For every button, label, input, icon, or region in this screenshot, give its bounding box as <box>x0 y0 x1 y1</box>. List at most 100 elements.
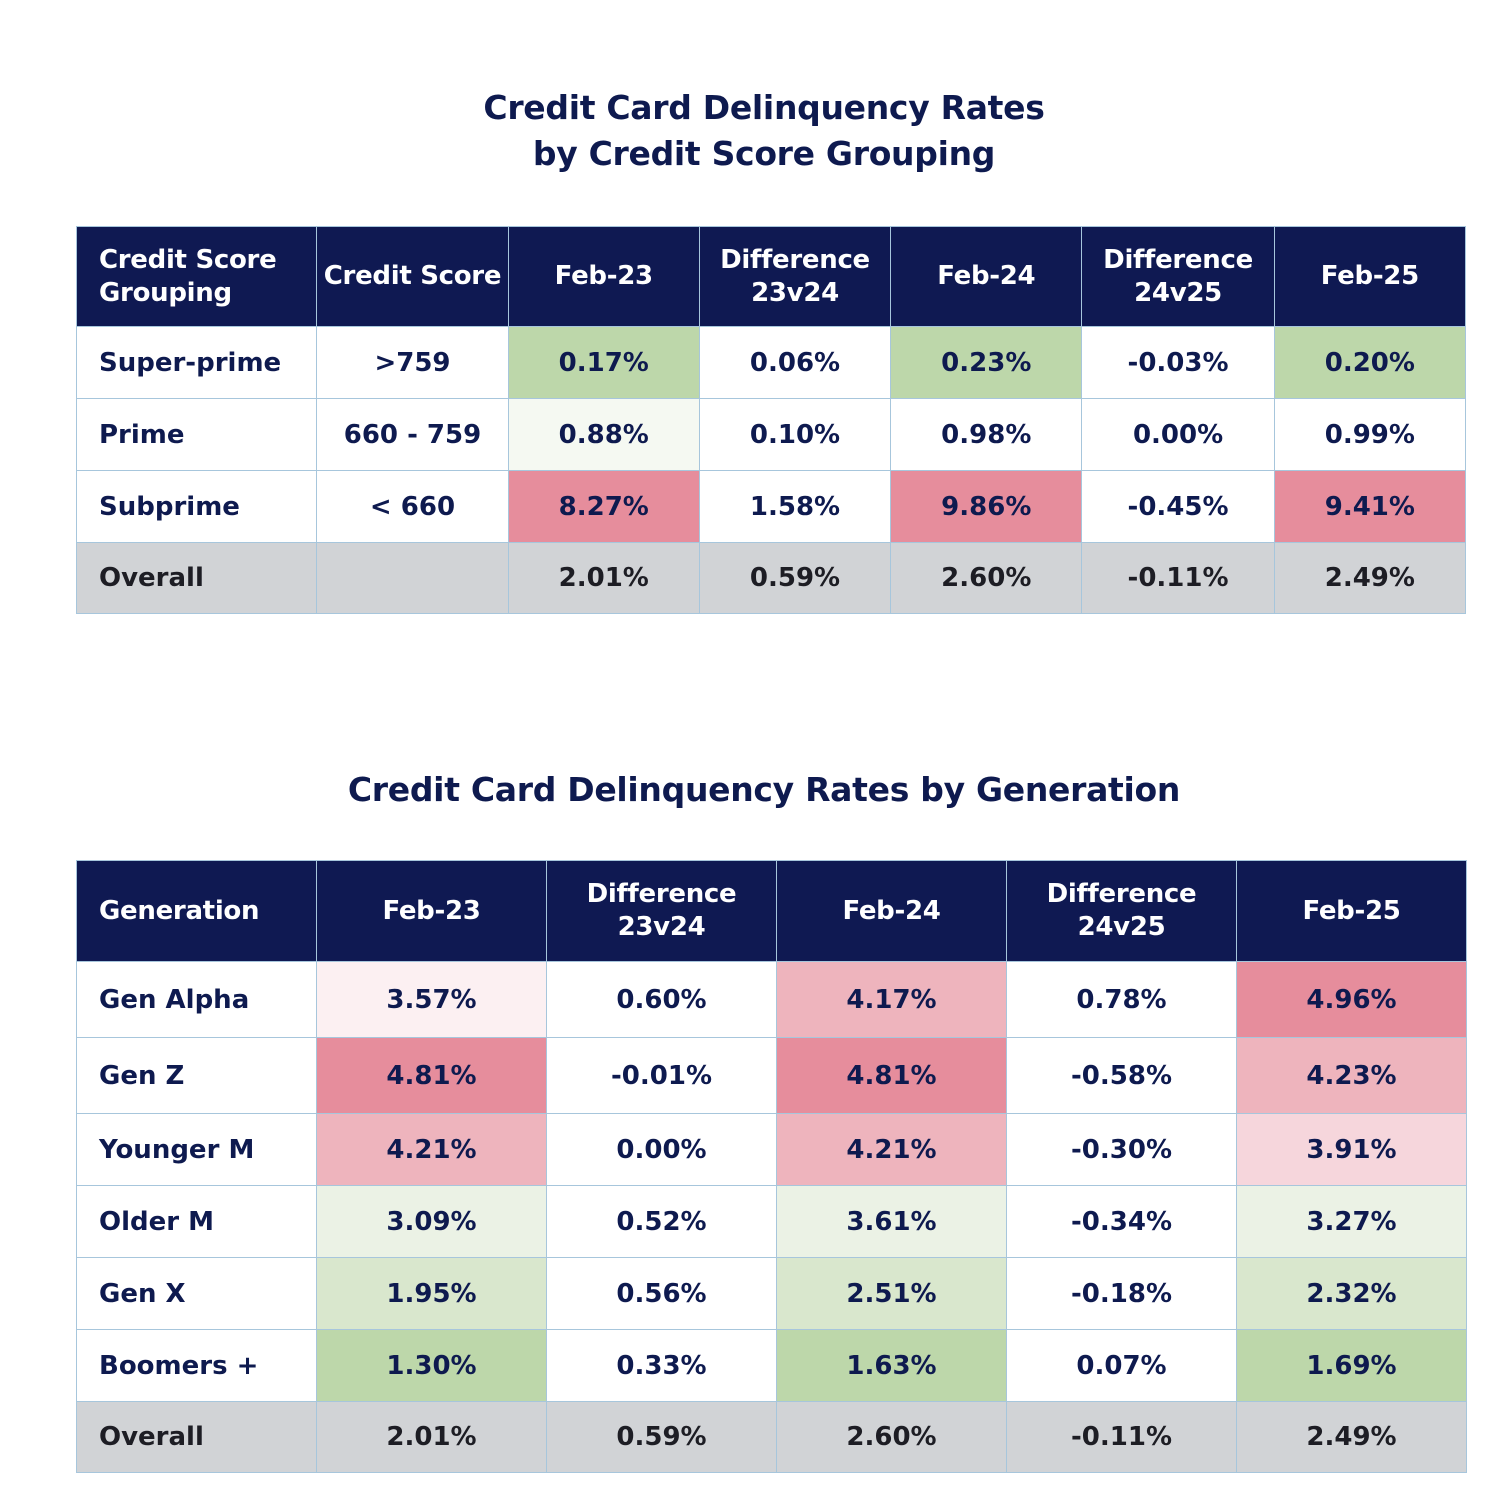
cell-prime-feb-24: 0.98% <box>890 398 1083 471</box>
cell-older-m-feb-25: 3.27% <box>1236 1185 1467 1258</box>
cell-subprime-difference-24v25: -0.45% <box>1081 470 1275 543</box>
row-label-subprime: Subprime <box>75 470 318 543</box>
cell-younger-m-difference-23v24: 0.00% <box>546 1113 777 1186</box>
column-header-feb-25: Feb-25 <box>1273 226 1467 327</box>
column-header-line: 24v25 <box>1134 277 1222 308</box>
cell-super-prime-credit-score: >759 <box>316 326 509 399</box>
cell-gen-alpha-feb-24: 4.17% <box>776 961 1007 1038</box>
column-header-line: Feb-23 <box>382 895 481 926</box>
row-label-overall: Overall <box>76 1401 317 1473</box>
column-header-line: Difference <box>720 244 870 275</box>
table-row: Prime 660 - 759 0.88% 0.10% 0.98% 0.00% 0.99% <box>75 398 1467 471</box>
cell-gen-alpha-difference-24v25: 0.78% <box>1006 961 1237 1038</box>
table-row: Gen X 1.95% 0.56% 2.51% -0.18% 2.32% <box>76 1257 1467 1330</box>
column-header-credit-score-grouping: Credit Score Grouping <box>75 226 318 327</box>
cell-overall-difference-23v24: 0.59% <box>698 542 892 614</box>
cell-prime-credit-score: 660 - 759 <box>316 398 509 471</box>
cell-older-m-feb-24: 3.61% <box>776 1185 1007 1258</box>
table-row: Younger M 4.21% 0.00% 4.21% -0.30% 3.91% <box>76 1113 1467 1186</box>
overall-row: Overall 2.01% 0.59% 2.60% -0.11% 2.49% <box>75 542 1467 614</box>
cell-overall-feb-25: 2.49% <box>1273 542 1467 614</box>
column-header-difference-23v24: Difference 23v24 <box>546 860 777 962</box>
row-label-overall: Overall <box>75 542 318 614</box>
cell-gen-alpha-feb-23: 3.57% <box>316 961 547 1038</box>
row-label-prime: Prime <box>75 398 318 471</box>
credit-score-title-line1: Credit Card Delinquency Rates <box>483 88 1045 127</box>
row-label-gen-z: Gen Z <box>76 1037 317 1114</box>
column-header-line: Grouping <box>99 277 232 308</box>
column-header-feb-23: Feb-23 <box>316 860 547 962</box>
column-header-credit-score: Credit Score <box>316 226 509 327</box>
cell-super-prime-feb-24: 0.23% <box>890 326 1083 399</box>
credit-score-delinquency-table: Credit Score Grouping Credit Score Feb-23 Di… <box>75 226 1467 614</box>
table-row: Boomers +1.30% 0.33% 1.63% 0.07% 1.69% <box>76 1329 1467 1402</box>
cell-gen-z-difference-24v25: -0.58% <box>1006 1037 1237 1114</box>
column-header-line: 23v24 <box>751 277 839 308</box>
column-header-line: Feb-25 <box>1302 895 1401 926</box>
column-header-line: Difference <box>1046 879 1197 909</box>
cell-overall-feb-25: 2.49% <box>1236 1401 1467 1473</box>
column-header-line: Difference <box>586 879 737 909</box>
cell-older-m-feb-23: 3.09% <box>316 1185 547 1258</box>
row-label-boomers: Boomers + <box>76 1329 317 1402</box>
cell-gen-x-difference-23v24: 0.56% <box>546 1257 777 1330</box>
column-header-line: Generation <box>99 895 260 926</box>
cell-subprime-difference-23v24: 1.58% <box>698 470 892 543</box>
cell-prime-feb-25: 0.99% <box>1273 398 1467 471</box>
column-header-difference-24v25: Difference 24v25 <box>1081 226 1275 327</box>
column-header-line: Feb-25 <box>1320 261 1419 291</box>
cell-overall-feb-23: 2.01% <box>316 1401 547 1473</box>
cell-boomers-difference-24v25: 0.07% <box>1006 1329 1237 1402</box>
column-header-difference-24v25: Difference 24v25 <box>1006 860 1237 962</box>
cell-younger-m-feb-23: 4.21% <box>316 1113 547 1186</box>
table-row: Super-prime >759 0.17% 0.06% 0.23% -0.03% 0.20… <box>75 326 1467 399</box>
table-header-row: Generation Feb-23 Difference 23v24 Feb-24 Dif… <box>76 860 1467 962</box>
table-row: Gen Alpha 3.57% 0.60% 4.17% 0.78% 4.96% <box>76 961 1467 1038</box>
cell-overall-feb-24: 2.60% <box>890 542 1083 614</box>
column-header-line: 23v24 <box>617 912 706 942</box>
cell-subprime-feb-24: 9.86% <box>890 470 1083 543</box>
cell-super-prime-difference-23v24: 0.06% <box>698 326 892 399</box>
overall-row: Overall 2.01% 0.59% 2.60% -0.11% 2.49% <box>76 1401 1467 1473</box>
cell-overall-difference-23v24: 0.59% <box>546 1401 777 1473</box>
table-header-row: Credit Score Grouping Credit Score Feb-23 Di… <box>75 226 1467 327</box>
cell-boomers-feb-23: 1.30% <box>316 1329 547 1402</box>
row-label-gen-alpha: Gen Alpha <box>76 961 317 1038</box>
row-label-younger-m: Younger M <box>76 1113 317 1186</box>
cell-super-prime-difference-24v25: -0.03% <box>1081 326 1275 399</box>
cell-overall-credit-score <box>316 542 509 614</box>
generation-title-text: Credit Card Delinquency Rates by Generat… <box>347 770 1181 809</box>
credit-score-title-line2: by Credit Score Grouping <box>532 134 996 173</box>
cell-gen-x-difference-24v25: -0.18% <box>1006 1257 1237 1330</box>
column-header-line: Feb-24 <box>937 261 1036 291</box>
cell-boomers-feb-24: 1.63% <box>776 1329 1007 1402</box>
column-header-feb-25: Feb-25 <box>1236 860 1467 962</box>
cell-boomers-difference-23v24: 0.33% <box>546 1329 777 1402</box>
cell-super-prime-feb-23: 0.17% <box>507 326 700 399</box>
cell-younger-m-feb-25: 3.91% <box>1236 1113 1467 1186</box>
column-header-line: Credit Score <box>323 261 502 291</box>
column-header-line: Credit Score <box>99 244 277 275</box>
cell-super-prime-feb-25: 0.20% <box>1273 326 1467 399</box>
cell-prime-difference-23v24: 0.10% <box>698 398 892 471</box>
cell-boomers-feb-25: 1.69% <box>1236 1329 1467 1402</box>
cell-gen-x-feb-24: 2.51% <box>776 1257 1007 1330</box>
row-label-gen-x: Gen X <box>76 1257 317 1330</box>
column-header-line: Feb-24 <box>842 895 941 926</box>
table-row: Subprime < 660 8.27% 1.58% 9.86% -0.45% 9.41% <box>75 470 1467 543</box>
row-label-super-prime: Super-prime <box>75 326 318 399</box>
cell-gen-z-difference-23v24: -0.01% <box>546 1037 777 1114</box>
column-header-feb-24: Feb-24 <box>890 226 1083 327</box>
cell-subprime-credit-score: < 660 <box>316 470 509 543</box>
cell-overall-difference-24v25: -0.11% <box>1081 542 1275 614</box>
cell-gen-z-feb-25: 4.23% <box>1236 1037 1467 1114</box>
column-header-line: Difference <box>1103 244 1253 275</box>
column-header-line: 24v25 <box>1077 912 1166 942</box>
column-header-difference-23v24: Difference 23v24 <box>698 226 892 327</box>
column-header-feb-23: Feb-23 <box>507 226 700 327</box>
column-header-line: Feb-23 <box>554 261 653 291</box>
cell-younger-m-difference-24v25: -0.30% <box>1006 1113 1237 1186</box>
cell-gen-alpha-difference-23v24: 0.60% <box>546 961 777 1038</box>
table-row: Gen Z 4.81% -0.01% 4.81% -0.58% 4.23% <box>76 1037 1467 1114</box>
cell-older-m-difference-23v24: 0.52% <box>546 1185 777 1258</box>
